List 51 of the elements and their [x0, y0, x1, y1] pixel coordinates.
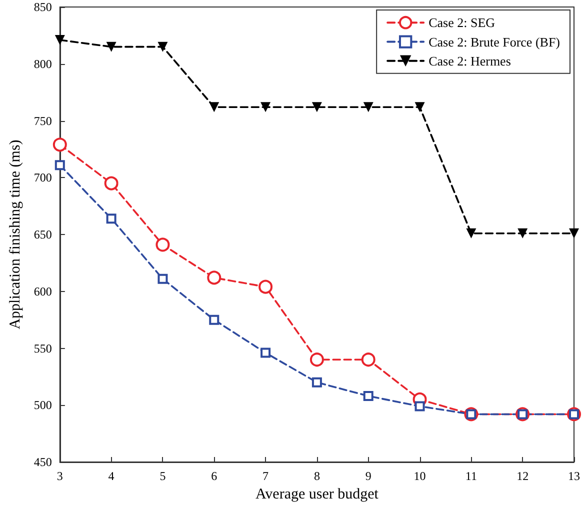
point [258, 280, 273, 294]
y-tick-label: 500 [34, 398, 52, 412]
point [104, 176, 118, 190]
point [156, 238, 170, 252]
point [260, 348, 271, 358]
point [207, 270, 222, 285]
point [52, 138, 67, 152]
x-tick-label: 5 [160, 469, 166, 483]
point [260, 102, 271, 112]
y-tick-label: 850 [34, 0, 52, 14]
point [363, 102, 374, 112]
x-tick-label: 13 [568, 469, 580, 483]
point [414, 401, 425, 412]
point [361, 352, 376, 367]
y-tick-label: 750 [34, 114, 52, 128]
legend-label: Case 2: SEG [428, 15, 496, 30]
y-tick-label: 650 [34, 228, 52, 242]
x-tick-label: 9 [365, 469, 372, 483]
x-tick-label: 7 [262, 469, 269, 483]
point [106, 42, 116, 52]
point [54, 160, 65, 170]
x-tick-label: 8 [314, 469, 320, 483]
point [518, 228, 528, 238]
point [106, 214, 116, 224]
y-tick-label: 600 [34, 284, 52, 298]
x-tick-label: 11 [465, 469, 477, 483]
point [312, 102, 322, 112]
y-axis-title: Application finishing time (ms) [8, 140, 24, 330]
y-tick-label: 700 [34, 170, 52, 185]
legend-label: Case 2: Hermes [428, 53, 511, 68]
point [363, 391, 374, 402]
x-axis-title: Average user budget [255, 486, 380, 502]
point [569, 228, 579, 238]
y-tick-label: 800 [34, 56, 52, 71]
y-tick-label: 550 [34, 341, 52, 356]
point [54, 34, 65, 45]
point [209, 102, 220, 112]
point [414, 102, 425, 112]
point [158, 274, 168, 284]
y-tick-label: 450 [34, 455, 52, 469]
x-tick-label: 4 [108, 469, 114, 483]
point [466, 228, 476, 238]
point [312, 377, 322, 388]
legend-label: Case 2: Brute Force (BF) [428, 34, 560, 50]
x-tick-label: 12 [516, 469, 529, 483]
x-tick-label: 3 [56, 469, 63, 483]
point [310, 352, 324, 367]
x-tick-label: 6 [211, 469, 218, 483]
point [209, 314, 220, 325]
point [158, 42, 168, 52]
x-tick-label: 10 [414, 469, 426, 483]
